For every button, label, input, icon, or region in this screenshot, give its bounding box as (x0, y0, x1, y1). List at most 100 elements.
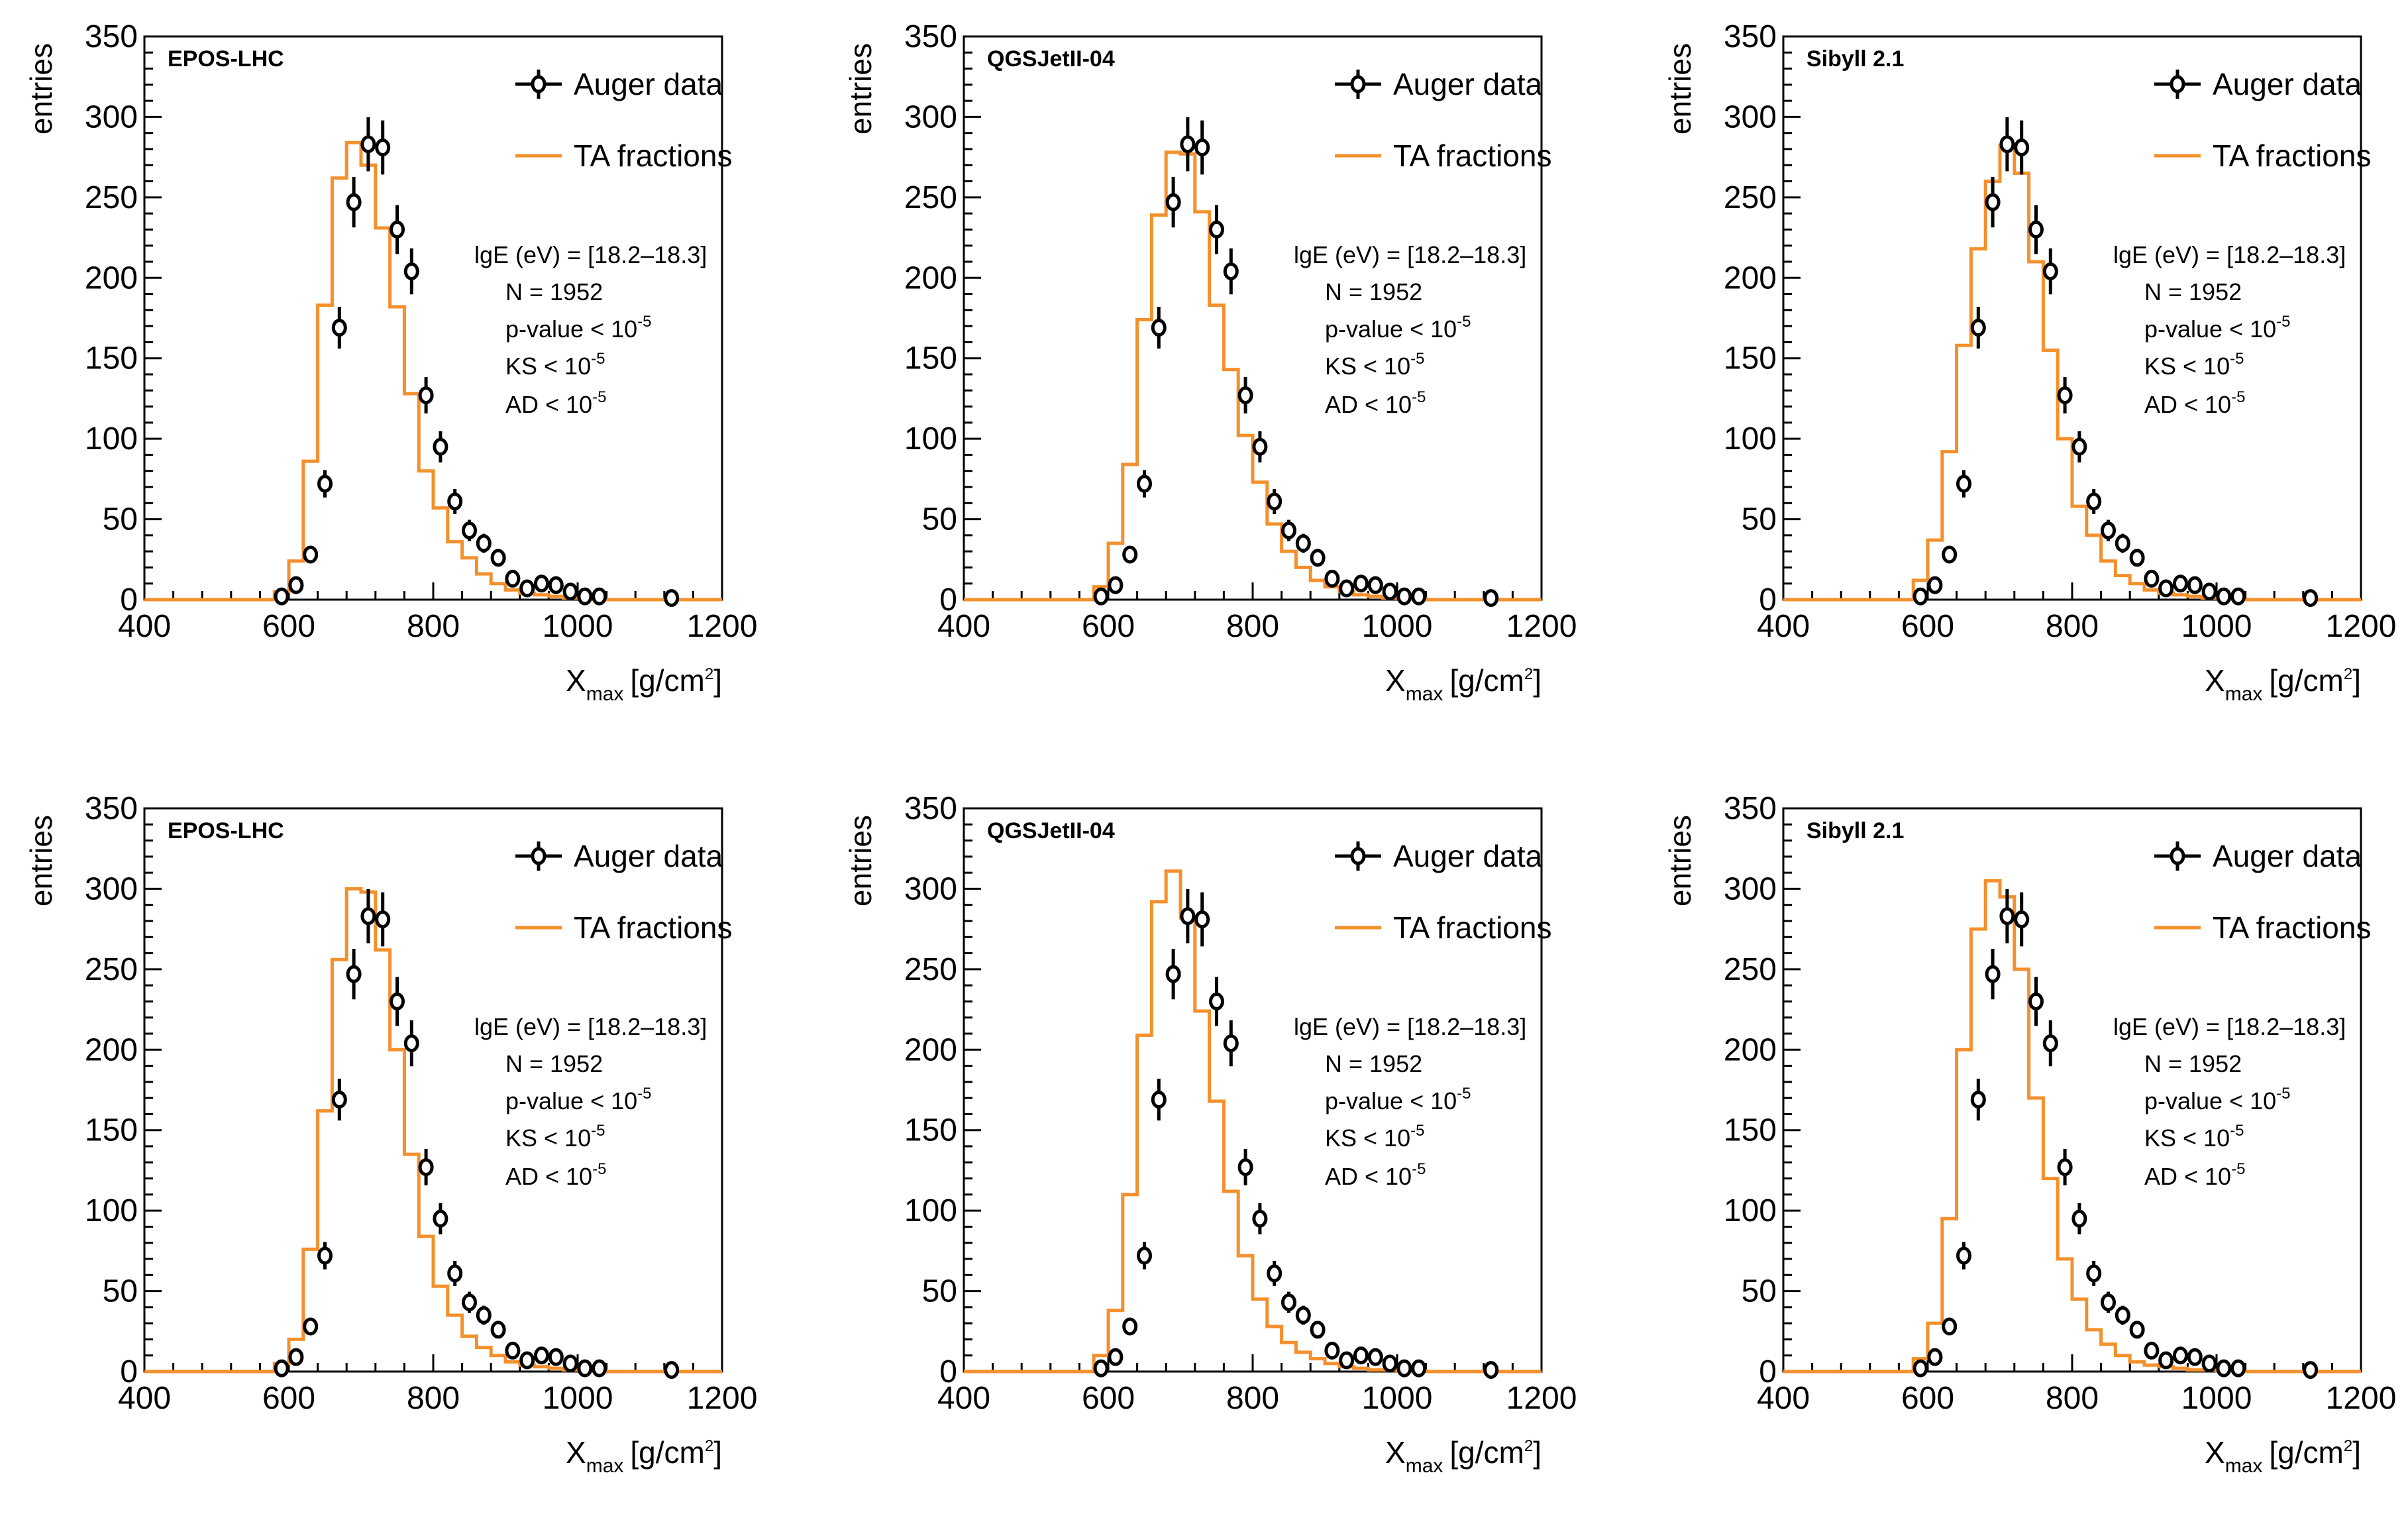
y-tick-label: 300 (904, 871, 957, 906)
y-tick-label: 0 (1759, 1354, 1777, 1389)
auger-data-point (2173, 574, 2188, 593)
marker (1093, 587, 1109, 606)
auger-data-point (1956, 1242, 1971, 1270)
model-title: Sibyll 2.1 (1806, 818, 1904, 843)
legend-data-label: Auger data (2213, 67, 2362, 101)
auger-data-point (2201, 1354, 2217, 1373)
x-tick-label: 400 (1757, 1381, 1810, 1416)
ta-fractions-histogram (144, 140, 722, 602)
marker (1281, 1293, 1296, 1312)
auger-data-point (274, 587, 289, 606)
auger-data-point (390, 205, 405, 254)
auger-data-point (2042, 1020, 2058, 1067)
chart-svg: 400 600 800 1000 1200 0 50 100 150 200 250 300 350 en… (24, 19, 757, 705)
marker (303, 545, 319, 564)
auger-data-point (462, 519, 477, 541)
chart-svg: 400 600 800 1000 1200 0 50 100 150 200 250 300 350 en… (1663, 791, 2396, 1477)
legend-data-label: Auger data (574, 67, 723, 101)
y-tick-label: 200 (904, 1032, 957, 1067)
x-tick-label: 1000 (2181, 1381, 2252, 1416)
y-axis-label: entries (24, 815, 58, 906)
auger-data-point (2216, 1359, 2232, 1378)
auger-data-point (1151, 1079, 1167, 1121)
auger-data-point (331, 307, 347, 349)
ta-fractions-histogram (144, 887, 722, 1374)
marker (403, 262, 419, 281)
y-tick-label: 350 (904, 791, 957, 826)
auger-data-point (1093, 587, 1109, 606)
marker (2303, 589, 2319, 608)
marker (562, 582, 578, 601)
y-tick-label: 150 (904, 1113, 957, 1148)
auger-data-point (592, 1359, 607, 1378)
marker (1151, 319, 1167, 337)
marker (548, 1348, 564, 1366)
marker (433, 437, 448, 456)
auger-data-point (1209, 205, 1224, 254)
marker (375, 910, 391, 929)
p-value-base: p-value < 10 (2144, 1087, 2276, 1114)
auger-data-point (1324, 569, 1340, 588)
marker (1295, 1306, 1311, 1325)
auger-data-point (1339, 1351, 1355, 1370)
auger-data-point (519, 1351, 535, 1370)
x-axis-label-sub: max (1406, 1455, 1443, 1477)
y-tick-label: 300 (904, 99, 957, 135)
marker (1483, 1361, 1499, 1379)
auger-data-point (1985, 949, 2001, 1000)
legend-data-label: Auger data (574, 839, 723, 873)
auger-data-point (1137, 1242, 1152, 1270)
x-axis-label-units-end: ] (2352, 1435, 2361, 1470)
auger-data-point (2071, 1203, 2087, 1234)
auger-data-point (1252, 431, 1268, 462)
marker (1267, 1264, 1283, 1283)
x-tick-label: 1200 (2326, 609, 2397, 644)
marker (476, 1306, 492, 1325)
auger-data-point (433, 431, 448, 462)
auger-data-point (462, 1291, 477, 1313)
y-tick-label: 100 (1724, 421, 1777, 457)
ad-statistic: AD < 10-5 (505, 1160, 606, 1190)
y-tick-label: 300 (1724, 99, 1777, 135)
marker (476, 534, 492, 553)
marker (303, 1317, 319, 1336)
energy-range: lgE (eV) = [18.2–18.3] (1294, 241, 1526, 268)
auger-data-point (1108, 1348, 1124, 1366)
auger-data-point (2173, 1346, 2188, 1365)
x-axis-label-sub: max (586, 1455, 624, 1477)
x-tick-label: 1000 (1362, 609, 1433, 644)
auger-data-point (288, 576, 304, 594)
p-value: p-value < 10-5 (2144, 1085, 2291, 1114)
ad-statistic-exponent: -5 (2231, 388, 2245, 406)
x-axis-label-sub: max (586, 683, 624, 705)
auger-data-point (2230, 1359, 2246, 1378)
auger-data-point (418, 1149, 434, 1186)
marker (418, 386, 434, 405)
marker (2158, 1351, 2174, 1370)
auger-data-point (2014, 120, 2030, 175)
legend: Auger data TA fractions (2154, 839, 2371, 945)
n-events: N = 1952 (1325, 1050, 1422, 1077)
y-tick-label: 350 (85, 791, 138, 826)
auger-data-point (346, 949, 362, 1000)
marker (274, 587, 289, 606)
marker (1985, 965, 2001, 983)
energy-range: lgE (eV) = [18.2–18.3] (2113, 241, 2346, 268)
chart-svg: 400 600 800 1000 1200 0 50 100 150 200 250 300 350 en… (843, 791, 1577, 1477)
y-tick-label: 100 (1724, 1193, 1777, 1228)
marker (288, 576, 304, 594)
auger-data-point (1237, 377, 1253, 414)
model-title: EPOS-LHC (168, 46, 284, 72)
marker (592, 1359, 607, 1378)
auger-data-point (2129, 1321, 2145, 1339)
p-value-exponent: -5 (637, 1085, 651, 1103)
auger-data-point (375, 892, 391, 947)
auger-data-point (2101, 1291, 2116, 1313)
marker (2028, 220, 2044, 239)
n-events: N = 1952 (505, 278, 603, 305)
y-tick-label: 300 (85, 871, 138, 906)
auger-data-point (490, 1321, 506, 1339)
auger-data-point (1942, 545, 1958, 564)
model-title: QGSJetII-04 (987, 818, 1115, 843)
auger-data-point (1151, 307, 1167, 349)
